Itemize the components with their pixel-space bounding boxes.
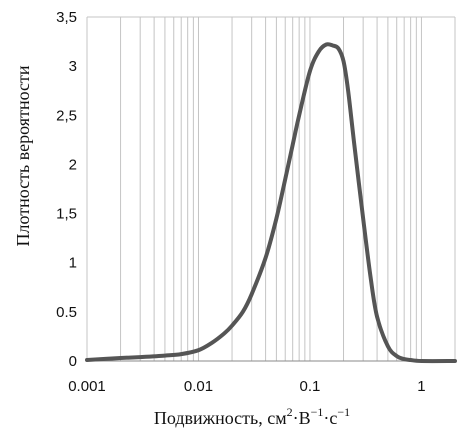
x-axis-title-mid1: ·В xyxy=(293,408,311,428)
x-tick-label: 0.1 xyxy=(300,378,321,395)
y-tick-label: 3 xyxy=(69,58,77,75)
x-tick-labels: 0.001 0.01 0.1 1 xyxy=(68,378,425,395)
x-axis-title-main: Подвижность, см xyxy=(154,408,287,428)
x-axis-title-sup1: 2 xyxy=(287,405,293,419)
series-line xyxy=(85,42,457,364)
x-tick-label: 0.001 xyxy=(68,378,106,395)
x-axis-title-sup3: −1 xyxy=(337,405,350,419)
y-axis-title: Плотность вероятности xyxy=(13,65,33,246)
y-tick-label: 2 xyxy=(69,156,77,173)
y-tick-labels: 0 0.5 1 1,5 2 2,5 3 3,5 xyxy=(56,9,77,370)
x-axis-title-sup2: −1 xyxy=(311,405,324,419)
y-tick-label: 3,5 xyxy=(56,9,77,26)
x-tick-label: 0.01 xyxy=(184,378,213,395)
y-tick-label: 0 xyxy=(69,353,77,370)
y-tick-label: 1,5 xyxy=(56,206,77,223)
x-tick-label: 1 xyxy=(417,378,425,395)
x-gridlines xyxy=(86,17,456,361)
y-tick-label: 1 xyxy=(69,255,77,272)
x-axis-title: Подвижность, см2·В−1·с−1 xyxy=(154,405,350,428)
x-axis-title-mid2: ·с xyxy=(323,408,337,428)
y-tick-label: 2,5 xyxy=(56,107,77,124)
y-tick-label: 0.5 xyxy=(56,304,77,321)
